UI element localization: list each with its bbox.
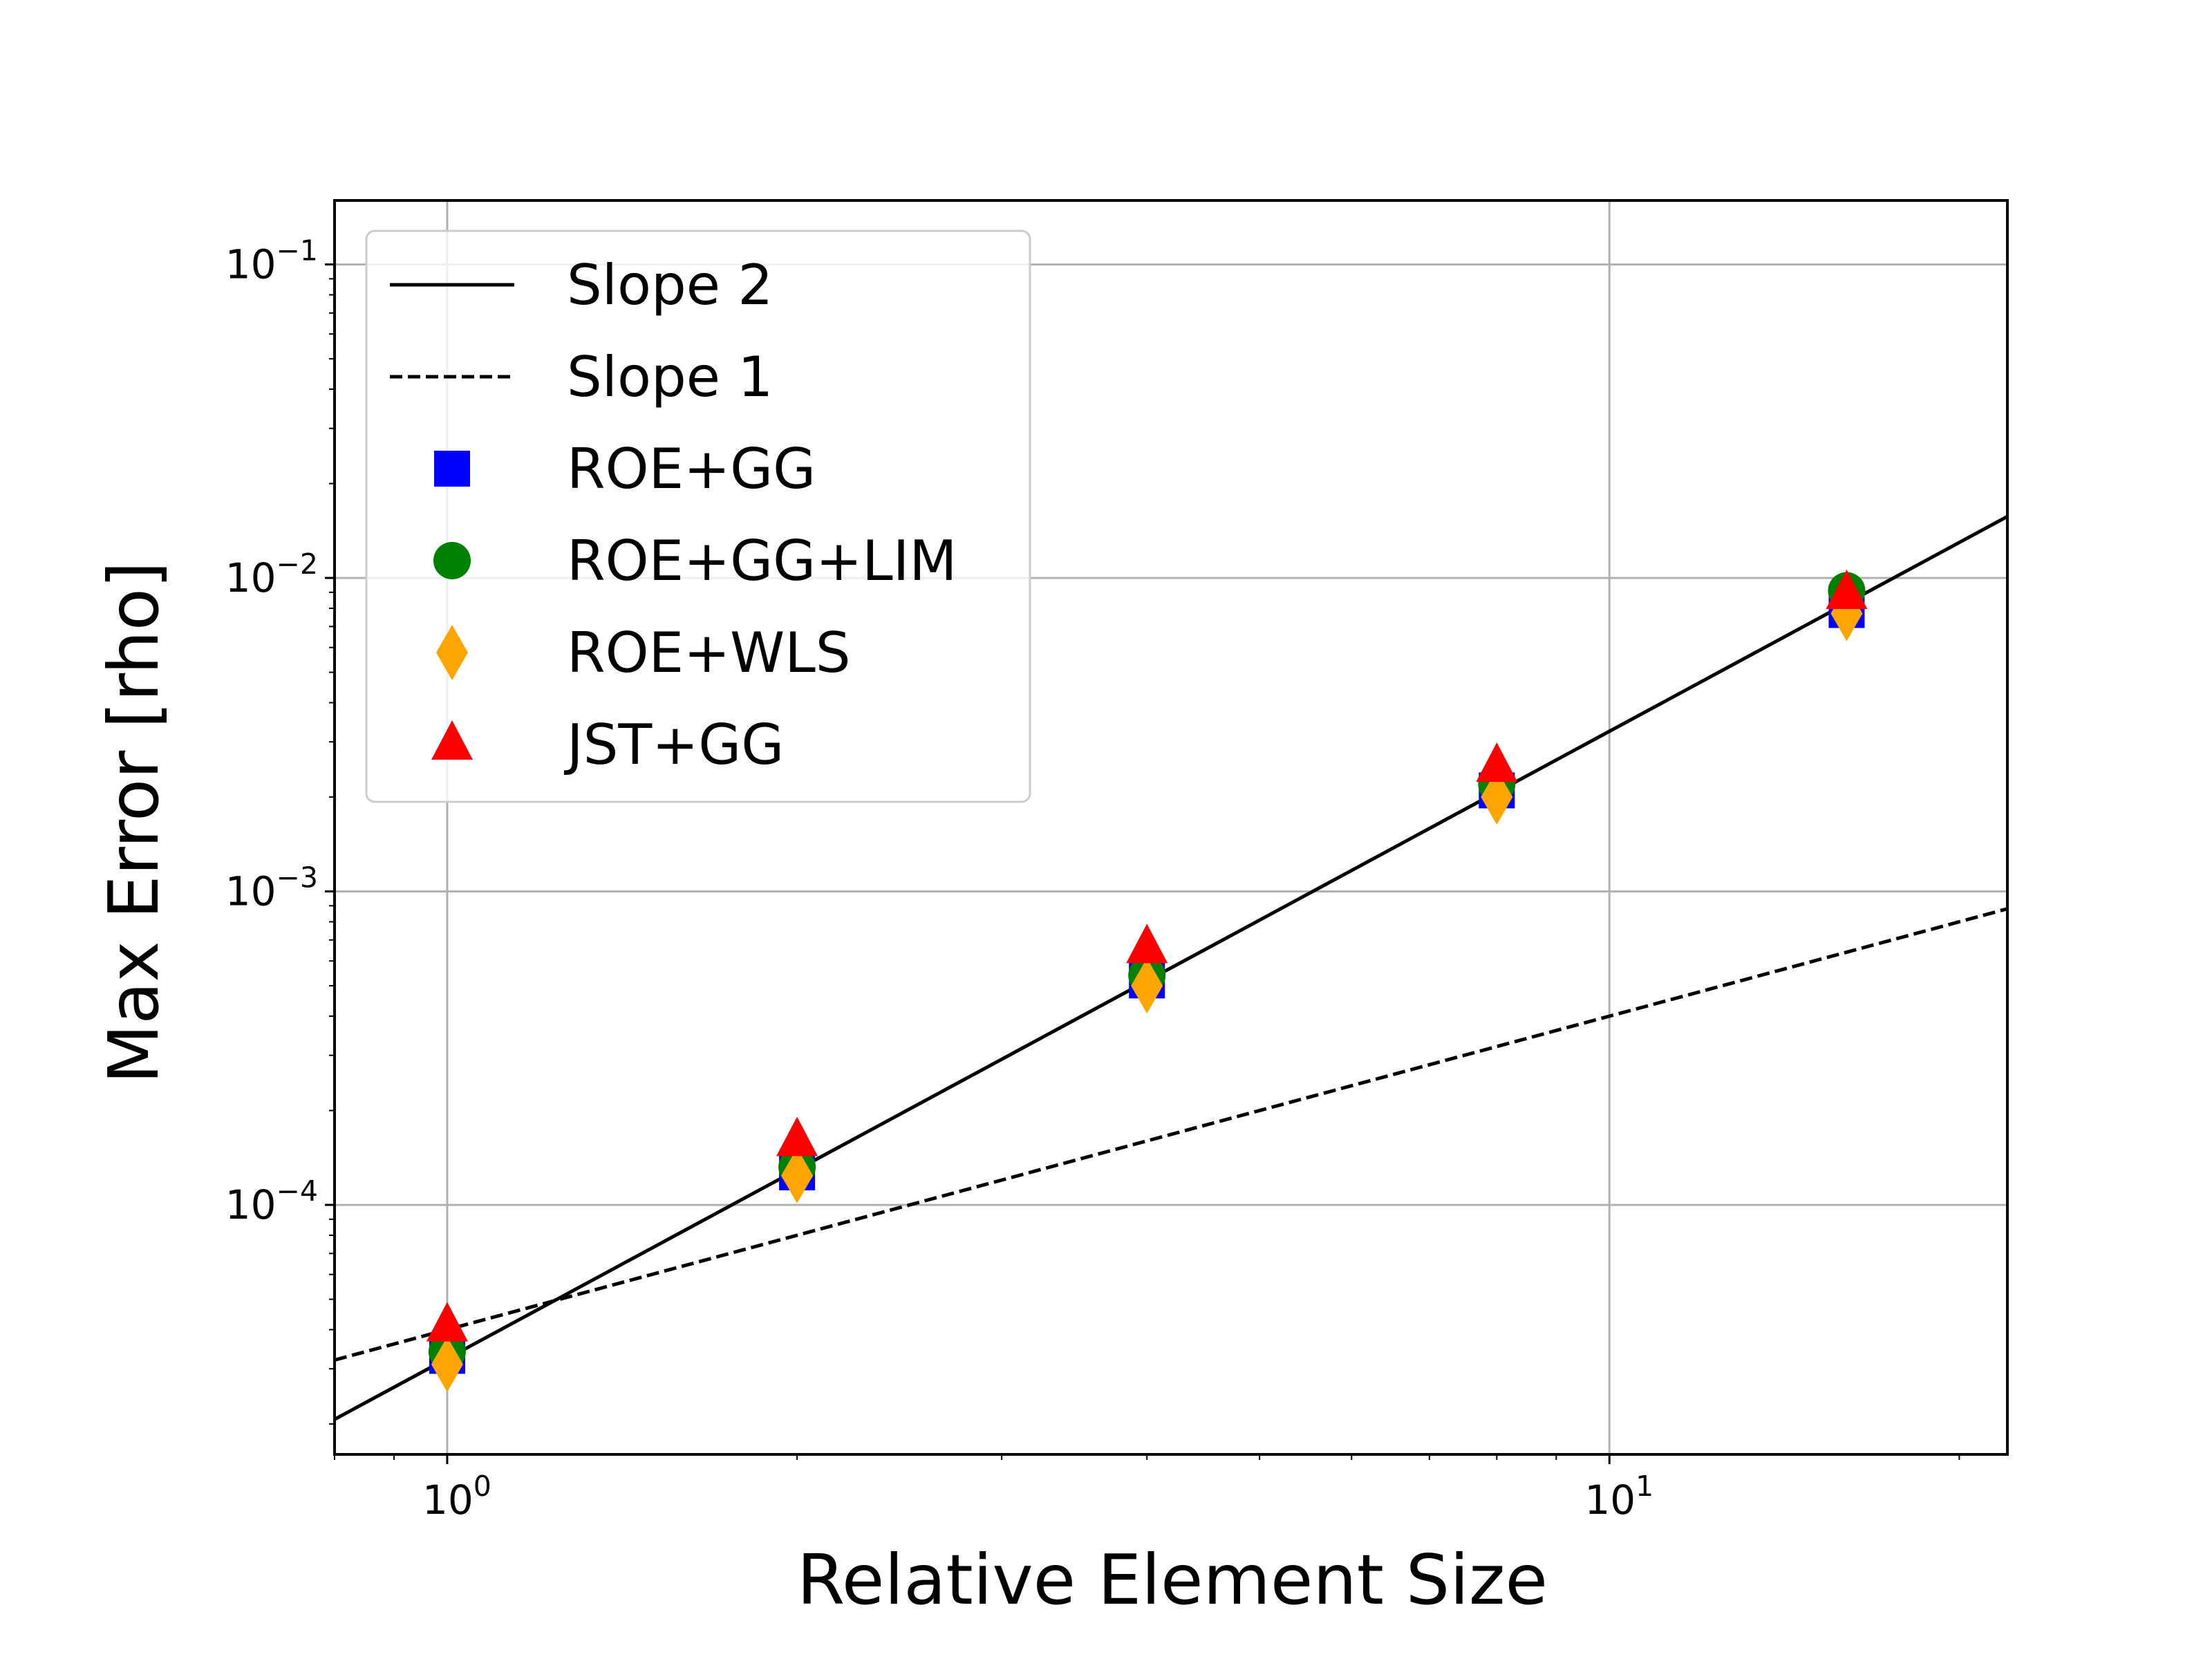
legend: Slope 2 Slope 1 ROE+GG ROE+GG+LIM ROE+WLS JST… xyxy=(365,229,1031,803)
legend-box xyxy=(365,229,1031,803)
data-point xyxy=(1481,769,1513,825)
legend-label: Slope 1 xyxy=(567,345,773,409)
series-line xyxy=(333,515,2009,1421)
legend-item-jst-gg: JST+GG xyxy=(431,713,784,777)
tick-labels: 100 101 10−4 10−3 10−2 10−1 xyxy=(225,234,1653,1524)
x-tick-label: 100 xyxy=(422,1470,491,1524)
y-axis-label: Max Error [rho] xyxy=(93,561,174,1084)
series-slope-2 xyxy=(333,515,2009,1421)
legend-label: ROE+GG+LIM xyxy=(567,529,957,593)
axes-frame xyxy=(333,199,2009,1456)
y-tick-label: 10−3 xyxy=(225,861,318,915)
legend-label: ROE+GG xyxy=(567,437,816,501)
legend-item-roe-gg-lim: ROE+GG+LIM xyxy=(433,529,957,593)
legend-label: ROE+WLS xyxy=(567,621,851,685)
data-point xyxy=(781,1147,814,1203)
legend-swatch xyxy=(431,720,473,760)
data-point xyxy=(1476,742,1518,782)
x-axis-label: Relative Element Size xyxy=(797,1539,1548,1620)
data-point xyxy=(1126,924,1168,964)
y-tick-label: 10−2 xyxy=(225,547,318,601)
series-line xyxy=(334,907,2008,1362)
data-point xyxy=(1131,958,1163,1014)
data-point xyxy=(431,1336,463,1392)
data-point xyxy=(776,1116,818,1156)
series-jst-gg xyxy=(426,570,1868,1342)
legend-label: Slope 2 xyxy=(567,253,773,317)
data-point xyxy=(1826,570,1868,610)
y-tick-label: 10−4 xyxy=(225,1174,318,1228)
legend-swatch xyxy=(434,451,470,487)
legend-swatch xyxy=(433,542,471,579)
legend-label: JST+GG xyxy=(563,713,784,777)
x-tick-label: 101 xyxy=(1584,1470,1653,1524)
legend-swatch xyxy=(436,625,468,680)
legend-item-slope-1: Slope 1 xyxy=(390,345,773,409)
legend-item-roe-gg: ROE+GG xyxy=(434,437,816,501)
legend-item-slope-2: Slope 2 xyxy=(390,253,773,317)
y-tick-label: 10−1 xyxy=(225,234,318,288)
series-layer xyxy=(333,515,2009,1421)
series-slope-1 xyxy=(334,907,2008,1362)
data-point xyxy=(426,1302,468,1342)
legend-item-roe-wls: ROE+WLS xyxy=(436,621,851,685)
